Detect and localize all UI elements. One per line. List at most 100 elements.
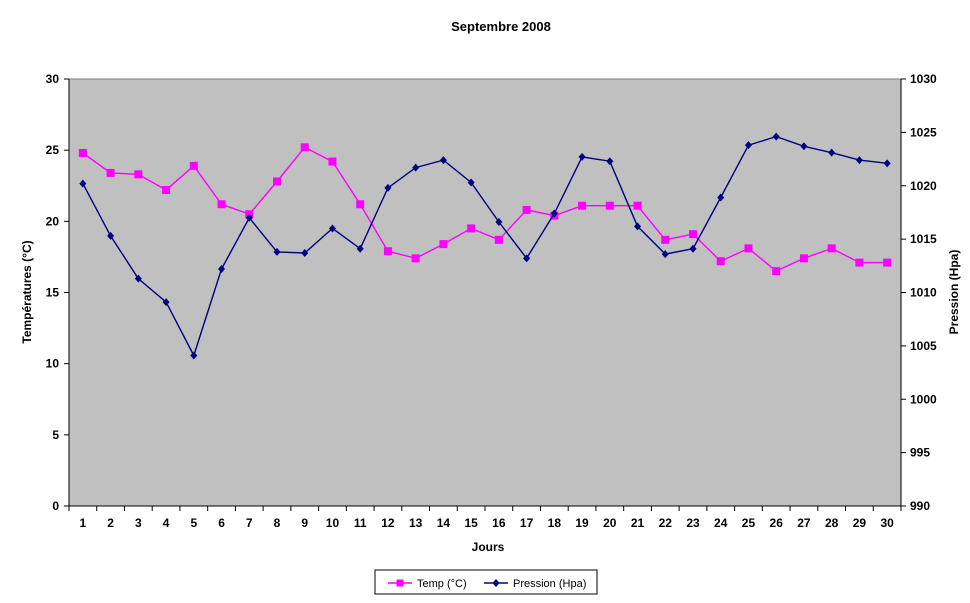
data-point — [411, 254, 420, 263]
data-point — [106, 168, 115, 177]
right-tick-label: 1020 — [910, 179, 937, 193]
x-tick-label: 21 — [631, 516, 645, 530]
x-tick-label: 4 — [163, 516, 170, 530]
x-tick-label: 6 — [218, 516, 225, 530]
x-tick-label: 19 — [575, 516, 589, 530]
right-tick-label: 1025 — [910, 125, 937, 139]
x-tick-label: 2 — [107, 516, 114, 530]
data-point — [79, 179, 87, 188]
series-temp — [78, 143, 892, 276]
data-point — [328, 224, 336, 233]
series-layer — [78, 132, 892, 360]
data-point — [855, 258, 864, 267]
data-point — [744, 141, 752, 150]
data-point — [273, 247, 281, 256]
data-point — [245, 213, 253, 222]
right-tick-label: 1015 — [910, 232, 937, 246]
right-tick-label: 995 — [910, 446, 930, 460]
data-point — [300, 143, 309, 152]
x-tick-label: 27 — [797, 516, 811, 530]
data-point — [217, 200, 226, 209]
x-tick-label: 9 — [301, 516, 308, 530]
x-tick-label: 1 — [80, 516, 87, 530]
data-point — [689, 230, 697, 239]
x-tick-label: 28 — [825, 516, 839, 530]
x-axis: 1 2 3 4 5 6 7 8 9 10 11 12 13 14 15 16 17 18 19 20 21 22 23 24 2… — [68, 505, 902, 530]
data-point — [800, 142, 808, 151]
data-point — [301, 249, 309, 258]
series-line — [82, 135, 888, 358]
data-point — [661, 250, 669, 259]
data-point — [578, 152, 586, 161]
x-tick-label: 29 — [853, 516, 867, 530]
x-tick-label: 14 — [437, 516, 451, 530]
right-tick-label: 1000 — [910, 392, 937, 406]
x-tick-label: 26 — [770, 516, 784, 530]
data-point — [578, 201, 587, 210]
data-point — [522, 205, 531, 214]
data-point — [634, 222, 642, 231]
left-tick-label: 20 — [46, 214, 60, 228]
data-point — [218, 265, 226, 274]
data-point — [772, 132, 780, 141]
left-tick-label: 15 — [46, 286, 60, 300]
data-point — [467, 224, 476, 233]
plot-area — [68, 78, 902, 507]
data-point — [828, 148, 836, 157]
right-tick-label: 1005 — [910, 339, 937, 353]
x-tick-label: 10 — [326, 516, 340, 530]
data-point — [606, 157, 614, 166]
data-point — [855, 156, 863, 165]
x-tick-label: 16 — [492, 516, 506, 530]
data-point — [190, 351, 198, 360]
data-point — [772, 267, 781, 276]
legend-marker — [396, 579, 404, 587]
right-tick-label: 1010 — [910, 286, 937, 300]
x-tick-label: 20 — [603, 516, 617, 530]
data-point — [550, 209, 558, 218]
x-tick-label: 23 — [686, 516, 700, 530]
data-point — [605, 201, 614, 210]
data-point — [134, 170, 143, 179]
legend-item: Pression (Hpa) — [484, 578, 586, 590]
chart-title: Septembre 2008 — [451, 19, 551, 34]
data-point — [439, 240, 448, 249]
x-tick-label: 5 — [190, 516, 197, 530]
x-tick-label: 17 — [520, 516, 534, 530]
data-point — [162, 298, 170, 307]
data-point — [162, 186, 171, 195]
x-tick-label: 25 — [742, 516, 756, 530]
series-line — [82, 146, 888, 272]
left-axis: 0 5 10 15 20 25 30 — [46, 72, 70, 513]
x-tick-label: 12 — [381, 516, 395, 530]
data-point — [439, 156, 447, 165]
data-point — [827, 244, 836, 253]
data-point — [494, 235, 503, 244]
data-point — [799, 254, 808, 263]
data-point — [661, 235, 670, 244]
legend-label: Temp (°C) — [417, 578, 467, 590]
data-point — [384, 183, 392, 192]
data-point — [716, 257, 725, 266]
data-point — [467, 178, 475, 187]
data-point — [356, 200, 365, 209]
data-point — [189, 161, 198, 170]
left-tick-label: 10 — [46, 357, 60, 371]
data-point — [689, 244, 697, 253]
right-tick-label: 990 — [910, 499, 930, 513]
x-tick-label: 3 — [135, 516, 142, 530]
legend-item: Temp (°C) — [388, 578, 467, 590]
data-point — [412, 163, 420, 172]
series-pression — [79, 132, 891, 360]
legend-items: Temp (°C) Pression (Hpa) — [388, 578, 586, 590]
data-point — [744, 244, 753, 253]
left-tick-label: 30 — [46, 72, 60, 86]
data-point — [717, 193, 725, 202]
data-point — [107, 231, 115, 240]
x-tick-label: 30 — [880, 516, 894, 530]
data-point — [134, 274, 142, 283]
data-point — [523, 254, 531, 263]
data-point — [633, 201, 642, 210]
legend-box — [374, 569, 598, 595]
data-point — [356, 244, 364, 253]
